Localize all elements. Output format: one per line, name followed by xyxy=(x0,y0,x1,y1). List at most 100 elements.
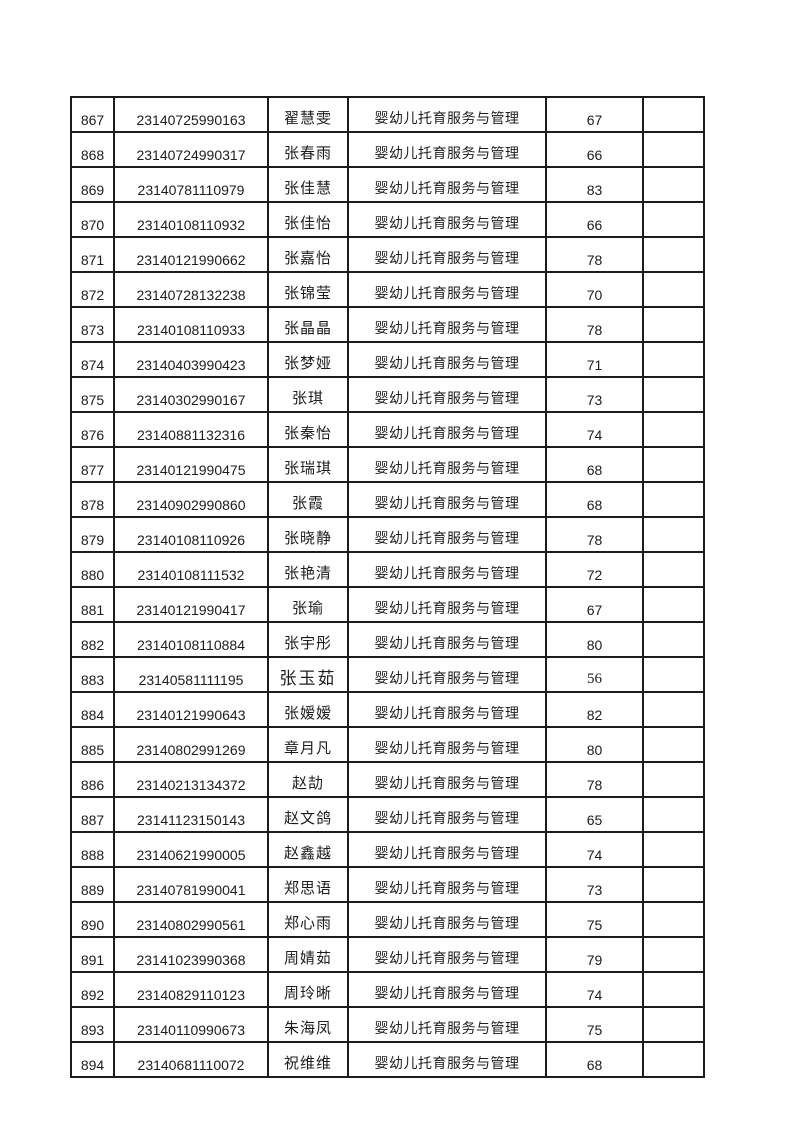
program-name-cell: 婴幼儿托育服务与管理 xyxy=(347,411,547,448)
table-row: 890 23140802990561 郑心雨 婴幼儿托育服务与管理 75 xyxy=(70,901,705,938)
program-name-cell: 婴幼儿托育服务与管理 xyxy=(347,866,547,903)
table-row: 885 23140802991269 章月凡 婴幼儿托育服务与管理 80 xyxy=(70,726,705,763)
score-cell: 66 xyxy=(545,201,644,238)
row-number-cell: 885 xyxy=(70,726,115,763)
candidate-id-cell: 23140121990662 xyxy=(113,236,269,273)
program-name-cell: 婴幼儿托育服务与管理 xyxy=(347,936,547,973)
empty-cell xyxy=(642,446,705,483)
empty-cell xyxy=(642,586,705,623)
table-row: 893 23140110990673 朱海凤 婴幼儿托育服务与管理 75 xyxy=(70,1006,705,1043)
score-cell: 78 xyxy=(545,306,644,343)
candidate-name-cell: 祝维维 xyxy=(267,1041,349,1078)
score-cell: 75 xyxy=(545,901,644,938)
score-cell: 78 xyxy=(545,761,644,798)
row-number-cell: 868 xyxy=(70,131,115,168)
score-cell: 67 xyxy=(545,586,644,623)
program-name-cell: 婴幼儿托育服务与管理 xyxy=(347,306,547,343)
candidate-id-cell: 23140829110123 xyxy=(113,971,269,1008)
program-name-cell: 婴幼儿托育服务与管理 xyxy=(347,691,547,728)
program-name-cell: 婴幼儿托育服务与管理 xyxy=(347,796,547,833)
program-name-cell: 婴幼儿托育服务与管理 xyxy=(347,971,547,1008)
empty-cell xyxy=(642,831,705,868)
program-name-cell: 婴幼儿托育服务与管理 xyxy=(347,726,547,763)
score-cell: 71 xyxy=(545,341,644,378)
candidate-name-cell: 赵鑫越 xyxy=(267,831,349,868)
candidate-id-cell: 23140108110933 xyxy=(113,306,269,343)
empty-cell xyxy=(642,236,705,273)
score-cell: 66 xyxy=(545,131,644,168)
table-row: 891 23141023990368 周婧茹 婴幼儿托育服务与管理 79 xyxy=(70,936,705,973)
table-row: 876 23140881132316 张秦怡 婴幼儿托育服务与管理 74 xyxy=(70,411,705,448)
score-cell: 74 xyxy=(545,831,644,868)
score-cell: 65 xyxy=(545,796,644,833)
row-number-cell: 894 xyxy=(70,1041,115,1078)
candidate-name-cell: 张晶晶 xyxy=(267,306,349,343)
empty-cell xyxy=(642,306,705,343)
row-number-cell: 888 xyxy=(70,831,115,868)
row-number-cell: 870 xyxy=(70,201,115,238)
table-row: 879 23140108110926 张晓静 婴幼儿托育服务与管理 78 xyxy=(70,516,705,553)
table-row: 884 23140121990643 张嫒嫒 婴幼儿托育服务与管理 82 xyxy=(70,691,705,728)
empty-cell xyxy=(642,761,705,798)
table-row: 888 23140621990005 赵鑫越 婴幼儿托育服务与管理 74 xyxy=(70,831,705,868)
candidate-name-cell: 张佳慧 xyxy=(267,166,349,203)
candidate-id-cell: 23140681110072 xyxy=(113,1041,269,1078)
score-cell: 67 xyxy=(545,96,644,133)
score-cell: 83 xyxy=(545,166,644,203)
candidate-id-cell: 23140302990167 xyxy=(113,376,269,413)
candidate-name-cell: 朱海凤 xyxy=(267,1006,349,1043)
row-number-cell: 873 xyxy=(70,306,115,343)
candidate-id-cell: 23140121990475 xyxy=(113,446,269,483)
row-number-cell: 871 xyxy=(70,236,115,273)
score-cell: 80 xyxy=(545,726,644,763)
row-number-cell: 889 xyxy=(70,866,115,903)
empty-cell xyxy=(642,166,705,203)
empty-cell xyxy=(642,691,705,728)
row-number-cell: 869 xyxy=(70,166,115,203)
candidate-id-cell: 23140781110979 xyxy=(113,166,269,203)
score-cell: 68 xyxy=(545,1041,644,1078)
candidate-name-cell: 张宇彤 xyxy=(267,621,349,658)
program-name-cell: 婴幼儿托育服务与管理 xyxy=(347,901,547,938)
table-row: 889 23140781990041 郑思语 婴幼儿托育服务与管理 73 xyxy=(70,866,705,903)
empty-cell xyxy=(642,481,705,518)
candidate-id-cell: 23140121990643 xyxy=(113,691,269,728)
candidate-name-cell: 张嘉怡 xyxy=(267,236,349,273)
table-row: 886 23140213134372 赵劼 婴幼儿托育服务与管理 78 xyxy=(70,761,705,798)
candidate-id-cell: 23140403990423 xyxy=(113,341,269,378)
empty-cell xyxy=(642,901,705,938)
row-number-cell: 890 xyxy=(70,901,115,938)
candidate-name-cell: 赵文鸽 xyxy=(267,796,349,833)
score-cell: 75 xyxy=(545,1006,644,1043)
candidate-name-cell: 张春雨 xyxy=(267,131,349,168)
program-name-cell: 婴幼儿托育服务与管理 xyxy=(347,376,547,413)
program-name-cell: 婴幼儿托育服务与管理 xyxy=(347,236,547,273)
table-row: 894 23140681110072 祝维维 婴幼儿托育服务与管理 68 xyxy=(70,1041,705,1078)
candidate-id-cell: 23140121990417 xyxy=(113,586,269,623)
empty-cell xyxy=(642,796,705,833)
candidate-name-cell: 张琪 xyxy=(267,376,349,413)
program-name-cell: 婴幼儿托育服务与管理 xyxy=(347,481,547,518)
candidate-id-cell: 23140802990561 xyxy=(113,901,269,938)
empty-cell xyxy=(642,341,705,378)
row-number-cell: 872 xyxy=(70,271,115,308)
score-cell: 70 xyxy=(545,271,644,308)
empty-cell xyxy=(642,516,705,553)
table-row: 892 23140829110123 周玲晰 婴幼儿托育服务与管理 74 xyxy=(70,971,705,1008)
candidate-name-cell: 赵劼 xyxy=(267,761,349,798)
candidate-name-cell: 张瑞琪 xyxy=(267,446,349,483)
empty-cell xyxy=(642,131,705,168)
table-row: 872 23140728132238 张锦莹 婴幼儿托育服务与管理 70 xyxy=(70,271,705,308)
candidate-id-cell: 23140108110884 xyxy=(113,621,269,658)
program-name-cell: 婴幼儿托育服务与管理 xyxy=(347,96,547,133)
program-name-cell: 婴幼儿托育服务与管理 xyxy=(347,201,547,238)
program-name-cell: 婴幼儿托育服务与管理 xyxy=(347,586,547,623)
candidate-id-cell: 23140108110926 xyxy=(113,516,269,553)
program-name-cell: 婴幼儿托育服务与管理 xyxy=(347,831,547,868)
row-number-cell: 879 xyxy=(70,516,115,553)
row-number-cell: 891 xyxy=(70,936,115,973)
program-name-cell: 婴幼儿托育服务与管理 xyxy=(347,656,547,693)
empty-cell xyxy=(642,376,705,413)
empty-cell xyxy=(642,726,705,763)
